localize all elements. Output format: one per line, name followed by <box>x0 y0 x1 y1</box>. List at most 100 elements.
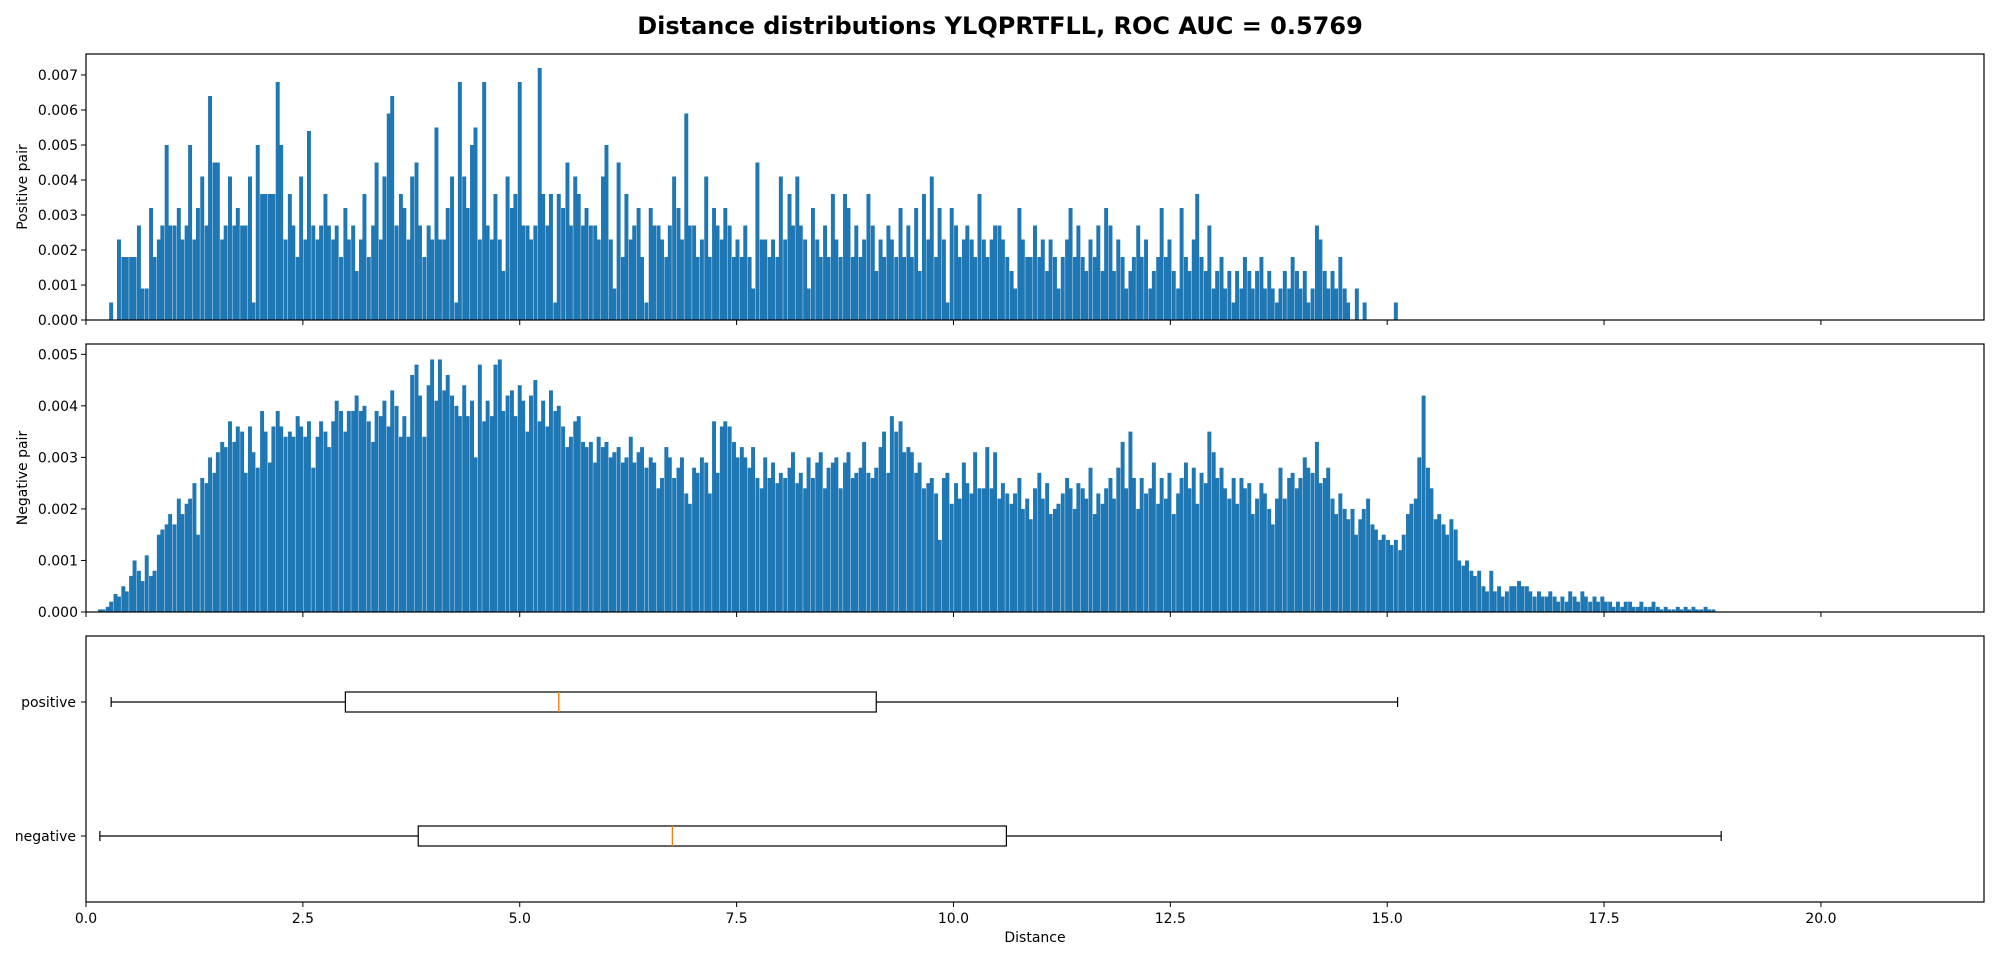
negative-bar <box>548 390 553 612</box>
positive-bar <box>1211 288 1216 320</box>
negative-category-label: negative <box>15 829 76 845</box>
positive-bar <box>1171 271 1176 320</box>
negative-bar <box>1009 503 1014 612</box>
negative-bar <box>152 570 157 612</box>
positive-bar <box>477 239 482 320</box>
negative-bar <box>818 452 823 612</box>
positive-bar <box>628 239 633 320</box>
positive-bar <box>1362 302 1367 320</box>
negative-bar <box>247 426 252 612</box>
positive-bar <box>251 302 256 320</box>
negative-bar <box>771 462 775 612</box>
chart-title: Distance distributions YLQPRTFLL, ROC AU… <box>637 12 1363 40</box>
negative-bar <box>1481 586 1486 612</box>
negative-bar <box>969 493 974 612</box>
positive-bar <box>632 225 637 320</box>
positive-bar <box>1255 271 1260 320</box>
negative-bar <box>1398 550 1403 612</box>
negative-bar <box>1537 591 1541 612</box>
negative-bar <box>1111 498 1116 612</box>
negative-bar <box>553 411 558 612</box>
negative-bar <box>1139 478 1144 612</box>
negative-bar <box>1290 472 1295 612</box>
negative-y-tick-label: 0.000 <box>38 605 78 621</box>
positive-bar <box>1072 257 1077 320</box>
positive-bar <box>573 176 578 320</box>
negative-bar <box>195 534 200 612</box>
positive-bar <box>981 239 986 320</box>
negative-bar <box>315 436 320 612</box>
boxplot-x-tick-label: 0.0 <box>75 911 97 927</box>
negative-bar <box>973 452 978 612</box>
positive-bar <box>561 208 566 320</box>
negative-bar <box>1592 596 1597 612</box>
positive-bar <box>715 225 720 320</box>
positive-bar <box>454 302 459 320</box>
negative-bar <box>826 467 831 612</box>
negative-bar <box>1461 565 1466 612</box>
negative-bar <box>232 441 237 612</box>
negative-bar <box>263 431 268 612</box>
boxplot-x-tick-label: 20.0 <box>1805 911 1836 927</box>
negative-bar <box>1287 478 1292 612</box>
positive-bar <box>973 257 978 320</box>
negative-bar <box>902 452 906 612</box>
negative-bar <box>921 488 926 612</box>
negative-bar <box>1417 457 1422 612</box>
positive-bar <box>1065 239 1070 320</box>
negative-bar <box>109 601 114 612</box>
negative-bar <box>1278 467 1283 612</box>
positive-bar <box>1148 288 1153 320</box>
negative-bar <box>1207 431 1212 612</box>
negative-bar <box>339 411 344 612</box>
positive-bar <box>382 176 387 320</box>
positive-bar <box>1009 271 1014 320</box>
negative-bar <box>755 478 760 612</box>
positive-bar <box>1187 271 1192 320</box>
positive-bar <box>490 239 494 320</box>
negative-bar <box>220 441 225 612</box>
positive-bar <box>1302 271 1307 320</box>
positive-bar <box>889 239 894 320</box>
positive-bar <box>414 162 419 320</box>
negative-bar <box>961 462 966 612</box>
positive-bar <box>656 225 661 320</box>
positive-bar <box>937 208 942 320</box>
positive-bar <box>124 257 129 320</box>
positive-bar <box>315 239 320 320</box>
positive-bar <box>323 194 328 320</box>
negative-bar <box>132 560 137 612</box>
positive-bar <box>402 208 407 320</box>
positive-bar <box>977 194 982 320</box>
negative-bar <box>497 359 502 612</box>
negative-bar <box>113 593 118 612</box>
negative-bar <box>477 364 482 612</box>
positive-bar <box>747 257 752 320</box>
negative-bar <box>1635 606 1640 612</box>
negative-bar <box>1393 539 1398 612</box>
positive-bar <box>1207 225 1212 320</box>
negative-bar <box>398 436 403 612</box>
negative-bar <box>1699 609 1704 612</box>
negative-bar <box>1429 488 1434 612</box>
positive-bar <box>1318 239 1323 320</box>
negative-bar <box>366 421 371 612</box>
negative-bar <box>1350 508 1355 612</box>
negative-bar <box>287 431 292 612</box>
positive-y-tick-label: 0.005 <box>38 138 78 154</box>
negative-bar <box>989 488 994 612</box>
positive-bar <box>1393 302 1398 320</box>
negative-bar <box>1572 596 1577 612</box>
negative-bar <box>1033 488 1037 612</box>
boxplot-x-tick-label: 17.5 <box>1588 911 1619 927</box>
negative-bar <box>124 591 129 612</box>
negative-bar <box>1282 498 1287 612</box>
positive-bar <box>398 194 403 320</box>
positive-bar <box>1191 239 1196 320</box>
positive-bar <box>969 239 974 320</box>
negative-bar <box>1072 508 1077 612</box>
negative-bar <box>267 462 272 612</box>
negative-bar <box>1524 586 1529 612</box>
negative-bar <box>172 524 177 612</box>
positive-bar <box>140 288 145 320</box>
